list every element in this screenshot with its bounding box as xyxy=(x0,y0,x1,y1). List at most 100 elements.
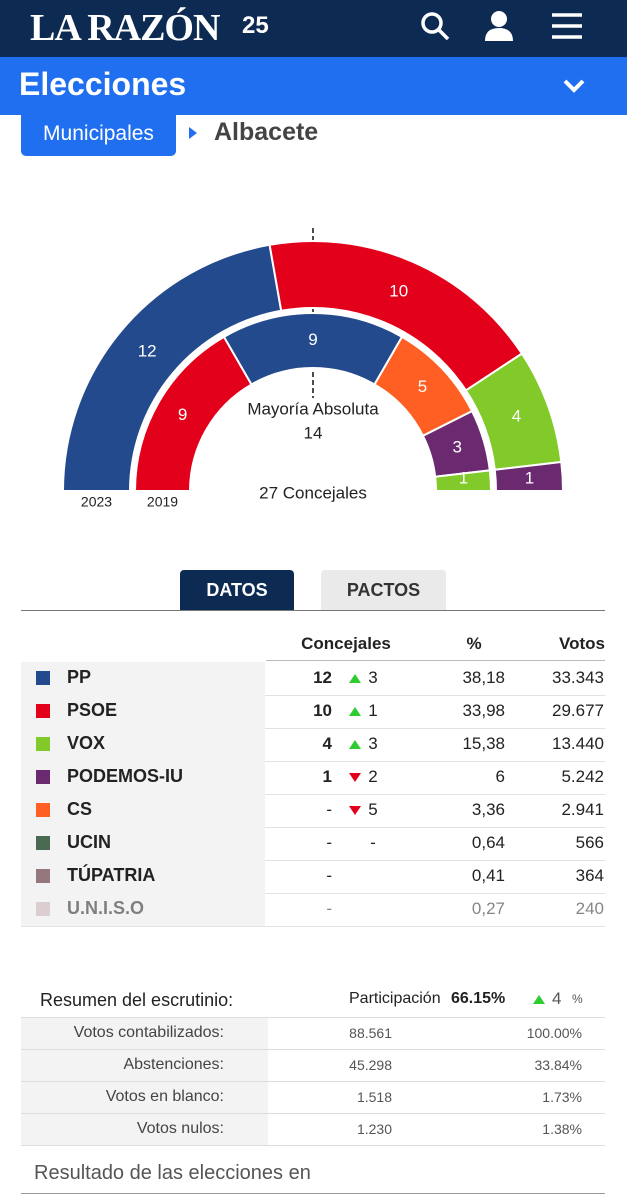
seats: - xyxy=(326,866,332,885)
breadcrumb-arrow xyxy=(189,127,197,139)
seat-change: 3 xyxy=(368,668,378,687)
summary-value: 88.561 xyxy=(349,1025,392,1041)
top-header xyxy=(0,0,627,57)
seats: 4 xyxy=(322,734,332,753)
tab[interactable]: DATOS xyxy=(180,570,294,610)
party-name: UCIN xyxy=(67,832,111,852)
seat-label: 1 xyxy=(525,468,534,487)
seat-segment xyxy=(493,460,565,492)
votes: 29.677 xyxy=(552,701,604,720)
summary-title: Resumen del escrutinio: xyxy=(40,990,234,1010)
party-name: TÚPATRIA xyxy=(67,865,156,885)
seats: 12 xyxy=(313,668,332,687)
participation-unit: % xyxy=(572,992,583,1006)
seat-change: 3 xyxy=(368,734,378,753)
vote-pct: 0,27 xyxy=(471,899,505,918)
participation-value: 66.15% xyxy=(451,990,506,1007)
party-color xyxy=(36,704,50,718)
seat-label: 1 xyxy=(459,468,468,487)
row-line xyxy=(21,893,605,894)
seat-label: 9 xyxy=(178,405,187,424)
vote-pct: 0,41 xyxy=(471,866,505,885)
votes: 240 xyxy=(575,899,604,918)
votes: 2.941 xyxy=(561,800,604,819)
vote-pct: 15,38 xyxy=(462,734,505,753)
seat-change: 2 xyxy=(368,767,378,786)
party-color xyxy=(36,770,50,784)
vote-pct: 0,64 xyxy=(471,833,505,852)
row-bg xyxy=(21,893,265,926)
ring-year: 2019 xyxy=(147,494,178,510)
party-name: CS xyxy=(67,799,93,819)
seat-change: - xyxy=(370,833,376,852)
footer-text: Resultado de las elecciones en xyxy=(34,1162,311,1184)
row-line xyxy=(21,695,605,696)
summary-pct: 33.84% xyxy=(534,1057,582,1073)
party-color xyxy=(36,836,50,850)
logo[interactable]: LA RAZÓN xyxy=(30,7,220,49)
majority-label: Mayoría Absoluta xyxy=(247,399,379,418)
tab[interactable]: PACTOS xyxy=(321,570,446,610)
row-bg xyxy=(21,794,265,827)
majority-value: 14 xyxy=(304,423,323,442)
ring-year: 2023 xyxy=(81,494,112,510)
section-bar xyxy=(0,57,627,115)
votes: 566 xyxy=(575,833,604,852)
summary-row-line xyxy=(21,1081,605,1082)
party-name: VOX xyxy=(67,733,106,753)
anniversary-badge: 25 xyxy=(242,12,269,39)
seats: 1 xyxy=(322,767,332,786)
votes: 13.440 xyxy=(552,734,604,753)
seat-chart: 12 10 4 1 2023 9 9 5 3 1 2019 Mayoría Absoluta 14 27 … xyxy=(61,228,565,510)
summary-label: Votos en blanco: xyxy=(105,1088,224,1105)
summary-row-bg xyxy=(21,1081,268,1113)
menu-icon[interactable] xyxy=(552,13,582,39)
participation-change: 4 xyxy=(552,989,562,1008)
column-header: Votos xyxy=(559,634,605,653)
row-bg xyxy=(21,695,265,728)
summary-row-line xyxy=(21,1017,605,1018)
seat-label: 12 xyxy=(138,341,157,360)
summary-row-bg xyxy=(21,1113,268,1145)
party-color xyxy=(36,869,50,883)
breadcrumb-current: Albacete xyxy=(214,118,319,146)
participation-arrow xyxy=(533,995,545,1004)
row-bg xyxy=(21,662,265,695)
total-label: 27 Concejales xyxy=(259,483,367,502)
vote-pct: 33,98 xyxy=(462,701,505,720)
breadcrumb-parent[interactable]: Municipales xyxy=(21,113,176,156)
summary-row-bg xyxy=(21,1017,268,1049)
party-color xyxy=(36,671,50,685)
header-line xyxy=(266,660,605,661)
row-bg xyxy=(21,860,265,893)
vote-pct: 3,36 xyxy=(471,800,505,819)
summary-value: 45.298 xyxy=(349,1057,392,1073)
change-arrow xyxy=(349,806,361,815)
change-arrow xyxy=(349,707,361,716)
seat-label: 10 xyxy=(389,282,408,301)
row-bg xyxy=(21,728,265,761)
row-line xyxy=(21,728,605,729)
participation-label: Participación xyxy=(349,990,441,1007)
column-header: % xyxy=(466,634,482,653)
row-line xyxy=(21,860,605,861)
votes: 5.242 xyxy=(561,767,604,786)
summary-pct: 100.00% xyxy=(526,1025,582,1041)
summary-pct: 1.73% xyxy=(542,1089,582,1105)
summary-row-line xyxy=(21,1113,605,1114)
summary-label: Abstenciones: xyxy=(123,1056,224,1073)
seats: 10 xyxy=(313,701,332,720)
party-name: U.N.I.S.O xyxy=(67,898,145,918)
search-icon[interactable] xyxy=(421,12,450,41)
row-bg xyxy=(21,827,265,860)
change-arrow xyxy=(349,674,361,683)
user-icon[interactable] xyxy=(485,11,513,41)
party-name: PP xyxy=(67,667,92,687)
party-name: PODEMOS-IU xyxy=(67,766,184,786)
chevron[interactable] xyxy=(562,77,586,95)
seat-change: 5 xyxy=(368,800,378,819)
section-title: Elecciones xyxy=(19,66,187,102)
party-color xyxy=(36,737,50,751)
seat-change: 1 xyxy=(368,701,378,720)
